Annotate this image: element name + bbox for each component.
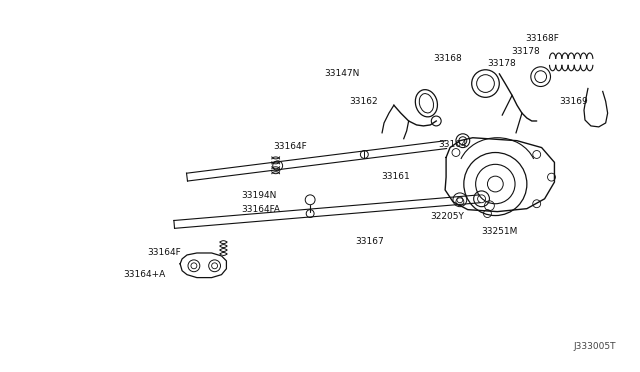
Text: 32205Y: 32205Y xyxy=(430,212,464,221)
Text: 33168: 33168 xyxy=(433,54,462,64)
Text: 33167: 33167 xyxy=(355,237,384,246)
Text: 33164F: 33164F xyxy=(274,142,307,151)
Text: 33251M: 33251M xyxy=(481,227,518,236)
Text: 33169: 33169 xyxy=(559,97,588,106)
Text: 33178: 33178 xyxy=(511,46,540,55)
Text: 33164F: 33164F xyxy=(148,248,181,257)
Text: J333005T: J333005T xyxy=(573,343,616,352)
Text: 33161: 33161 xyxy=(381,171,410,181)
Text: 33168F: 33168F xyxy=(525,34,559,43)
Polygon shape xyxy=(180,253,227,278)
Text: 33162: 33162 xyxy=(349,97,378,106)
Text: 33164: 33164 xyxy=(438,140,467,149)
Text: 33194N: 33194N xyxy=(241,191,276,201)
Text: 33164FA: 33164FA xyxy=(241,205,280,214)
Text: 33178: 33178 xyxy=(488,60,516,68)
Text: 33164+A: 33164+A xyxy=(123,270,165,279)
Text: 33147N: 33147N xyxy=(324,69,360,78)
